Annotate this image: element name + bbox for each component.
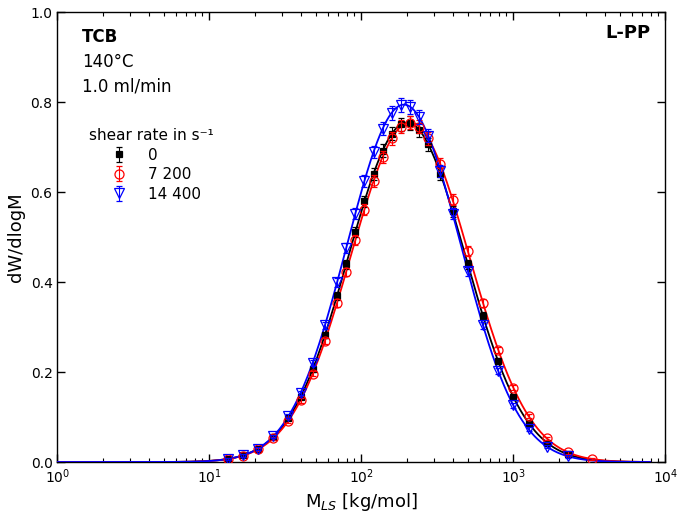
X-axis label: M$_{LS}$ [kg/mol]: M$_{LS}$ [kg/mol] <box>305 491 418 513</box>
Text: L-PP: L-PP <box>605 24 650 42</box>
Text: TCB: TCB <box>82 28 118 46</box>
Text: 1.0 ml/min: 1.0 ml/min <box>82 77 171 96</box>
Text: 140°C: 140°C <box>82 53 133 71</box>
Legend: 0, 7 200, 14 400: 0, 7 200, 14 400 <box>89 128 214 202</box>
Y-axis label: dW/dlogM: dW/dlogM <box>7 192 25 282</box>
